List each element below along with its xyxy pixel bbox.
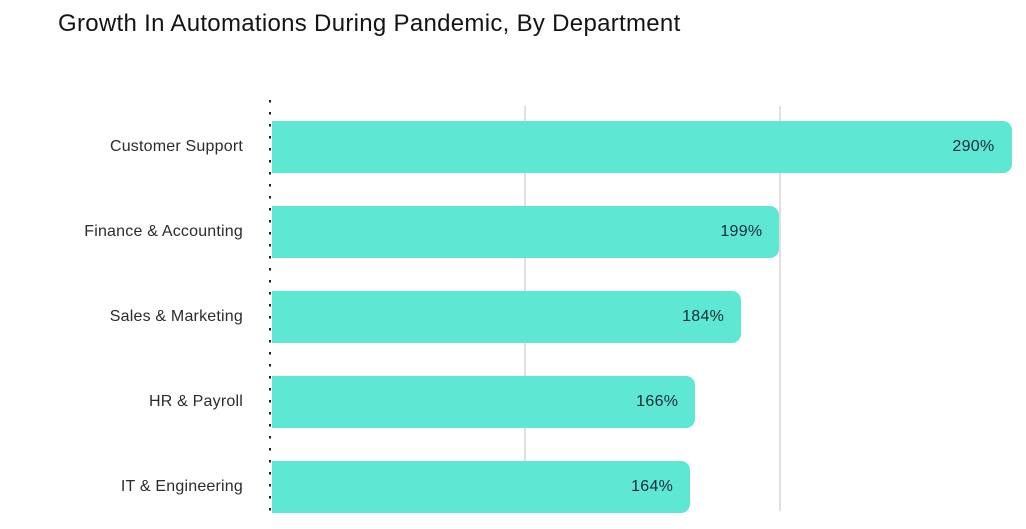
bar-track: 290% <box>272 120 1026 173</box>
bar-track: 166% <box>272 375 1026 428</box>
bar: 166% <box>272 375 696 428</box>
category-label: IT & Engineering <box>120 477 243 495</box>
bar-rows: Customer Support 290% Finance & Accounti… <box>0 104 1026 529</box>
category-label: HR & Payroll <box>149 392 243 410</box>
bar-track: 164% <box>272 460 1026 513</box>
chart-title: Growth In Automations During Pandemic, B… <box>58 10 681 37</box>
bar: 290% <box>272 120 1012 173</box>
bar-track: 184% <box>272 290 1026 343</box>
bar: 184% <box>272 290 742 343</box>
bar-value-label: 166% <box>636 392 679 410</box>
bar-value-label: 184% <box>682 307 725 325</box>
category-label: Sales & Marketing <box>109 307 243 325</box>
category-label: Finance & Accounting <box>84 222 243 240</box>
plot-area: Customer Support 290% Finance & Accounti… <box>84 100 1012 513</box>
bar-row: Customer Support 290% <box>0 104 1026 189</box>
bar: 199% <box>272 205 780 258</box>
bar-row: IT & Engineering 164% <box>0 444 1026 529</box>
bar: 164% <box>272 460 691 513</box>
gridline-200pct <box>779 106 781 511</box>
bar-value-label: 290% <box>952 137 995 155</box>
category-label: Customer Support <box>109 137 243 155</box>
bar-row: Sales & Marketing 184% <box>0 274 1026 359</box>
bar-row: Finance & Accounting 199% <box>0 189 1026 274</box>
bar-value-label: 199% <box>720 222 763 240</box>
y-axis-dotted-line <box>269 100 271 511</box>
bar-row: HR & Payroll 166% <box>0 359 1026 444</box>
bar-chart: Growth In Automations During Pandemic, B… <box>58 10 1012 513</box>
bar-track: 199% <box>272 205 1026 258</box>
bar-value-label: 164% <box>631 477 674 495</box>
